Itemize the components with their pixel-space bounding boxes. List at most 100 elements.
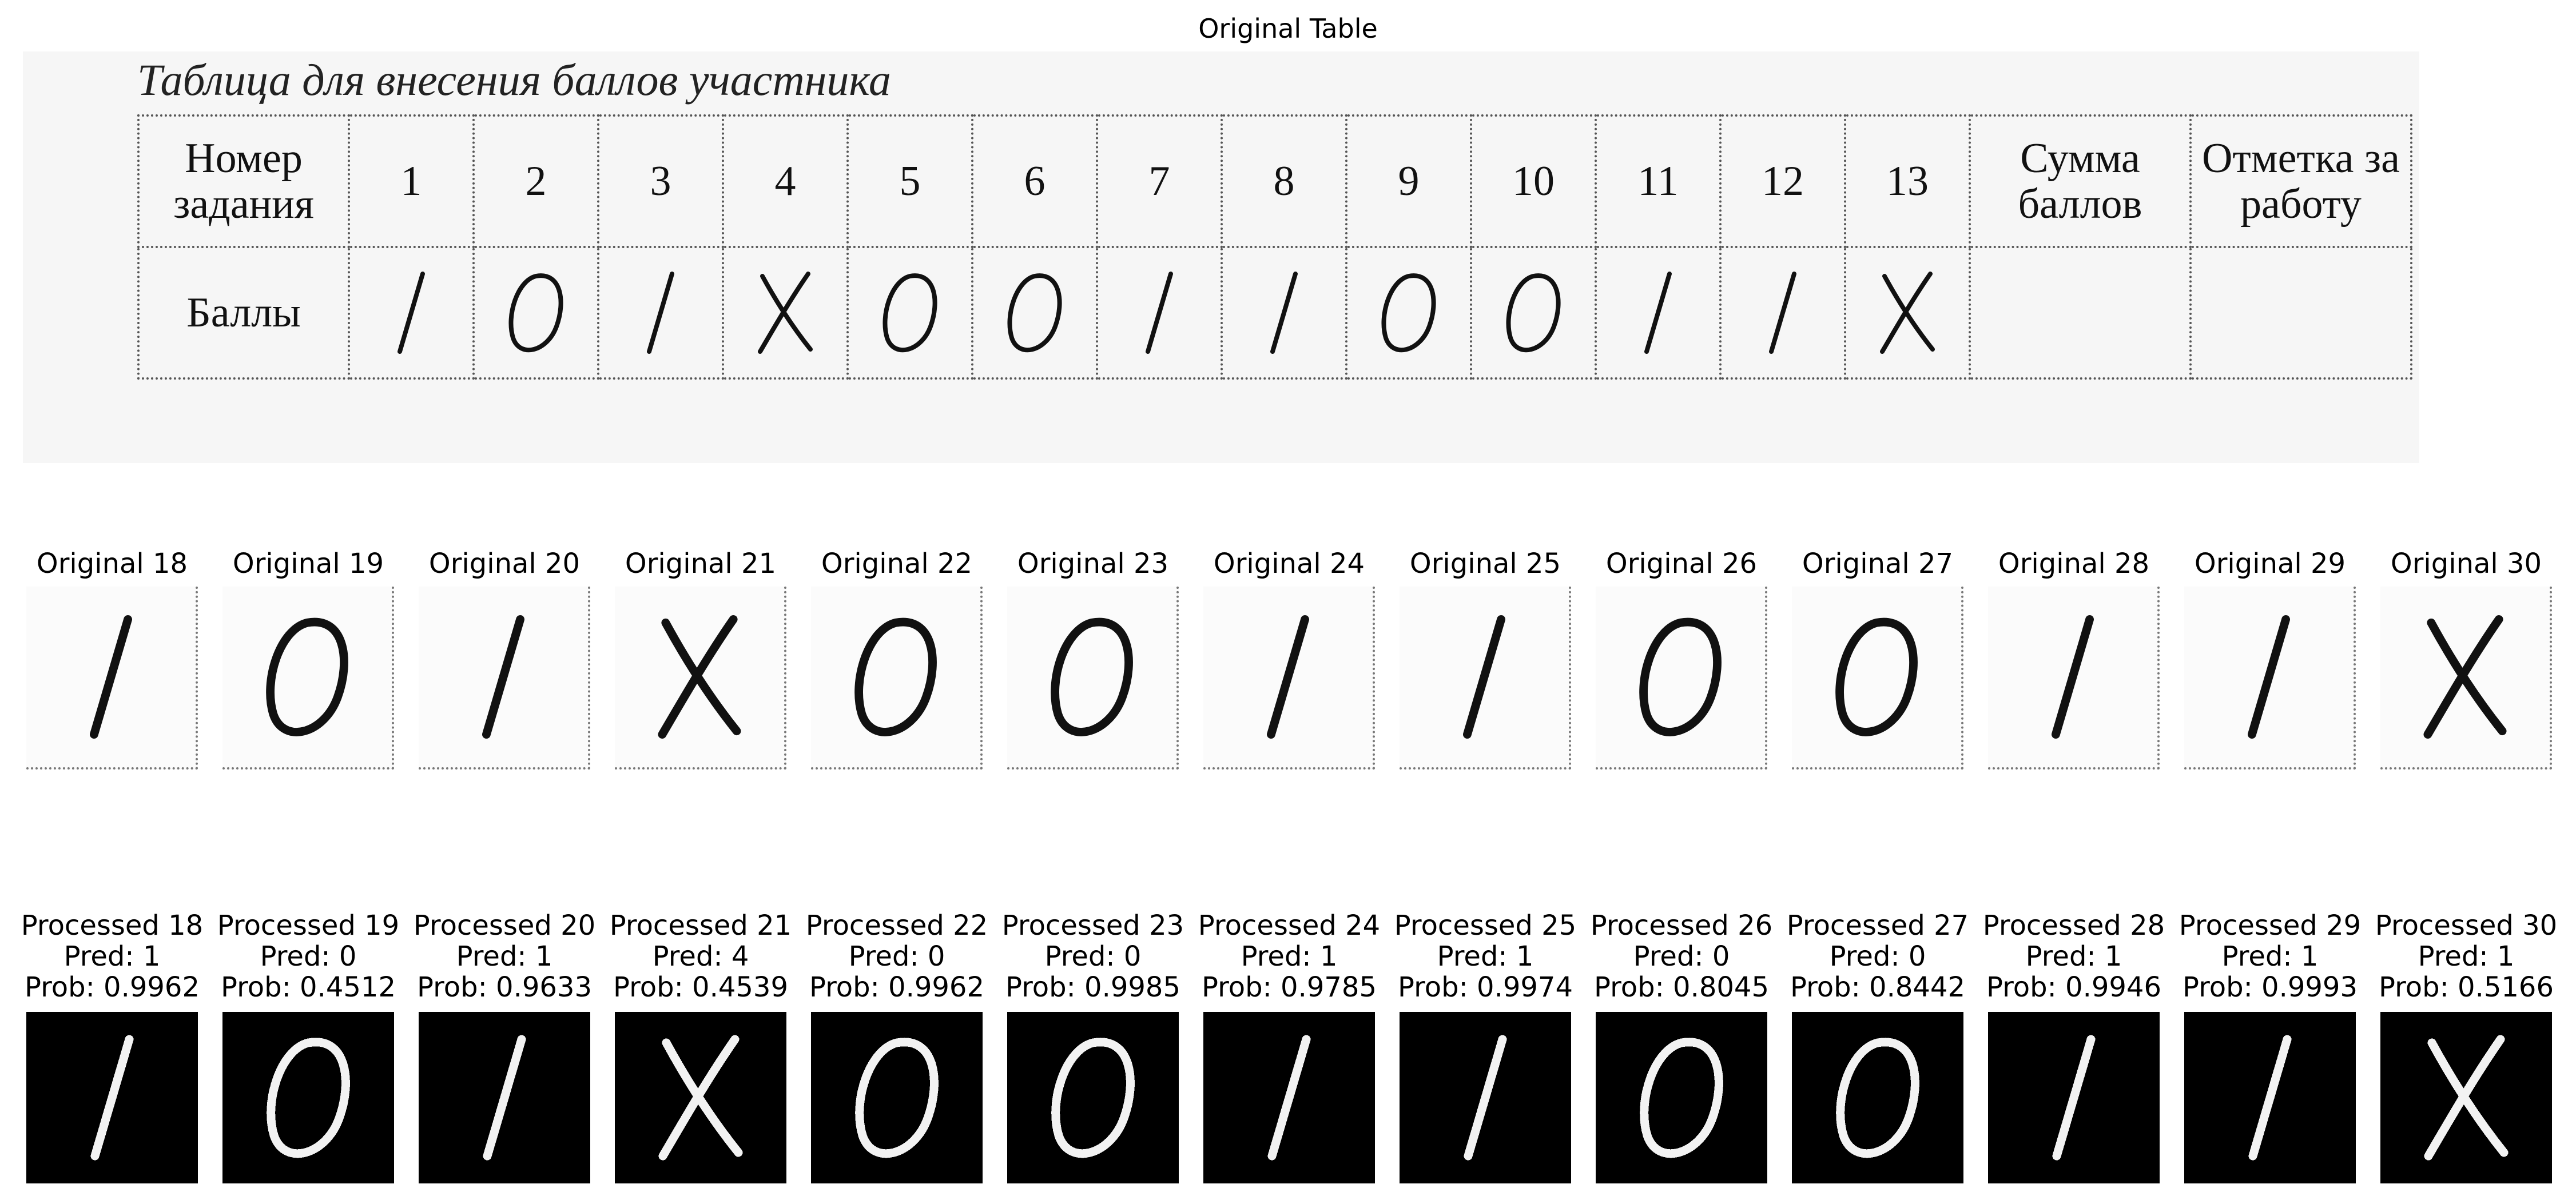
- zero-glyph: [1506, 273, 1561, 353]
- processed-crop-labels: Processed 21 Pred: 4 Prob: 0.4539: [602, 910, 799, 1003]
- probability-label: Prob: 0.4539: [613, 971, 788, 1003]
- one-glyph: [2052, 1035, 2096, 1161]
- probability-label: Prob: 0.4512: [221, 971, 396, 1003]
- original-crop-image: [811, 587, 983, 770]
- processed-crop-labels: Processed 30 Pred: 1 Prob: 0.5166: [2368, 910, 2565, 1003]
- processed-crop-labels: Processed 29 Pred: 1 Prob: 0.9993: [2172, 910, 2368, 1003]
- original-crop-label: Original 24: [1213, 548, 1365, 580]
- processed-crop-labels: Processed 28 Pred: 1 Prob: 0.9946: [1975, 910, 2172, 1003]
- one-glyph: [397, 272, 425, 354]
- original-crop-label: Original 21: [625, 548, 777, 580]
- processed-crop-label: Processed 27: [1786, 910, 1969, 942]
- one-glyph: [2052, 615, 2094, 739]
- task-number: 3: [597, 114, 724, 248]
- original-crop-image: [615, 587, 786, 770]
- zero-glyph: [1639, 617, 1722, 736]
- probability-label: Prob: 0.8442: [1790, 971, 1965, 1003]
- original-crop-label: Original 27: [1802, 548, 1954, 580]
- original-crop-image: [2380, 587, 2552, 770]
- original-crop-label: Original 28: [1998, 548, 2150, 580]
- probability-label: Prob: 0.8045: [1594, 971, 1769, 1003]
- x-glyph: [2423, 615, 2507, 739]
- processed-crop-image: [1792, 1012, 1963, 1183]
- score-header: Баллы: [137, 246, 350, 380]
- task-number: 6: [971, 114, 1098, 248]
- score-table: Номер задания 1 2 3 4 5 6 7 8 9 10 11 12…: [137, 114, 2412, 380]
- task-number: 1: [348, 114, 475, 248]
- table-title: Original Table: [1198, 13, 1378, 44]
- original-crop-label: Original 25: [1409, 548, 1561, 580]
- handwritten-score-cell: [1221, 246, 1347, 380]
- original-table-image: Таблица для внесения баллов участника Но…: [23, 51, 2419, 463]
- zero-glyph: [882, 273, 937, 353]
- zero-glyph: [266, 617, 348, 736]
- one-glyph: [1463, 615, 1505, 739]
- processed-crop-label: Processed 23: [1001, 910, 1184, 942]
- x-glyph: [758, 272, 813, 354]
- processed-crop-image: [2380, 1012, 2552, 1183]
- score-row: Баллы: [137, 246, 2412, 380]
- original-crop-image: [2184, 587, 2356, 770]
- original-crop-image: [1988, 587, 2160, 770]
- task-number: 2: [472, 114, 599, 248]
- task-number: 7: [1096, 114, 1223, 248]
- processed-crop-label: Processed 29: [2179, 910, 2362, 942]
- prediction-label: Pred: 1: [1437, 940, 1534, 972]
- processed-crop-labels: Processed 23 Pred: 0 Prob: 0.9985: [995, 910, 1191, 1003]
- processed-crop-image: [1988, 1012, 2160, 1183]
- zero-glyph: [854, 617, 937, 736]
- handwritten-score-cell: [1096, 246, 1223, 380]
- scan-caption: Таблица для внесения баллов участника: [137, 55, 891, 105]
- task-number: 13: [1844, 114, 1971, 248]
- prediction-label: Pred: 1: [63, 940, 161, 972]
- original-crop-label: Original 20: [428, 548, 581, 580]
- handwritten-score-cell: [971, 246, 1098, 380]
- zero-glyph: [1640, 1038, 1723, 1158]
- processed-crop-image: [615, 1012, 786, 1183]
- probability-label: Prob: 0.9993: [2183, 971, 2358, 1003]
- zero-glyph: [1051, 1038, 1135, 1158]
- one-glyph: [647, 272, 674, 354]
- processed-crop-label: Processed 21: [609, 910, 792, 942]
- original-crop-label: Original 19: [232, 548, 384, 580]
- zero-glyph: [1835, 617, 1918, 736]
- one-glyph: [90, 1035, 134, 1161]
- zero-glyph: [1381, 273, 1436, 353]
- handwritten-score-cell: [1595, 246, 1722, 380]
- handwritten-score-cell: [1470, 246, 1597, 380]
- prediction-label: Pred: 0: [1633, 940, 1730, 972]
- original-crop-label: Original 26: [1605, 548, 1758, 580]
- task-number: 9: [1345, 114, 1472, 248]
- one-glyph: [482, 615, 524, 739]
- processed-crop-labels: Processed 20 Pred: 1 Prob: 0.9633: [406, 910, 603, 1003]
- prediction-label: Pred: 1: [2025, 940, 2122, 972]
- processed-crop-image: [26, 1012, 198, 1183]
- task-number: 5: [846, 114, 973, 248]
- original-crop-label: Original 22: [821, 548, 973, 580]
- mark-header: Отметка за работу: [2189, 114, 2412, 248]
- sum-header: Сумма баллов: [1969, 114, 2192, 248]
- prediction-label: Pred: 1: [1241, 940, 1338, 972]
- processed-crop-label: Processed 28: [1982, 910, 2165, 942]
- probability-label: Prob: 0.9633: [417, 971, 592, 1003]
- processed-crop-image: [1596, 1012, 1767, 1183]
- handwritten-score-cell: [1844, 246, 1971, 380]
- prediction-label: Pred: 1: [456, 940, 553, 972]
- one-glyph: [1270, 272, 1298, 354]
- one-glyph: [2248, 1035, 2292, 1161]
- handwritten-score-cell: [348, 246, 475, 380]
- one-glyph: [1769, 272, 1796, 354]
- handwritten-score-cell: [722, 246, 849, 380]
- task-number: 11: [1595, 114, 1722, 248]
- processed-crop-label: Processed 18: [21, 910, 204, 942]
- original-crop-image: [222, 587, 394, 770]
- original-crop-label: Original 23: [1017, 548, 1169, 580]
- task-number-row: Номер задания 1 2 3 4 5 6 7 8 9 10 11 12…: [137, 114, 2412, 248]
- original-crop-image: [1792, 587, 1963, 770]
- prediction-label: Pred: 0: [1829, 940, 1926, 972]
- original-crop-image: [1203, 587, 1375, 770]
- processed-crop-label: Processed 25: [1394, 910, 1577, 942]
- x-glyph: [1880, 272, 1935, 354]
- processed-crop-labels: Processed 24 Pred: 1 Prob: 0.9785: [1191, 910, 1388, 1003]
- probability-label: Prob: 0.9985: [1005, 971, 1180, 1003]
